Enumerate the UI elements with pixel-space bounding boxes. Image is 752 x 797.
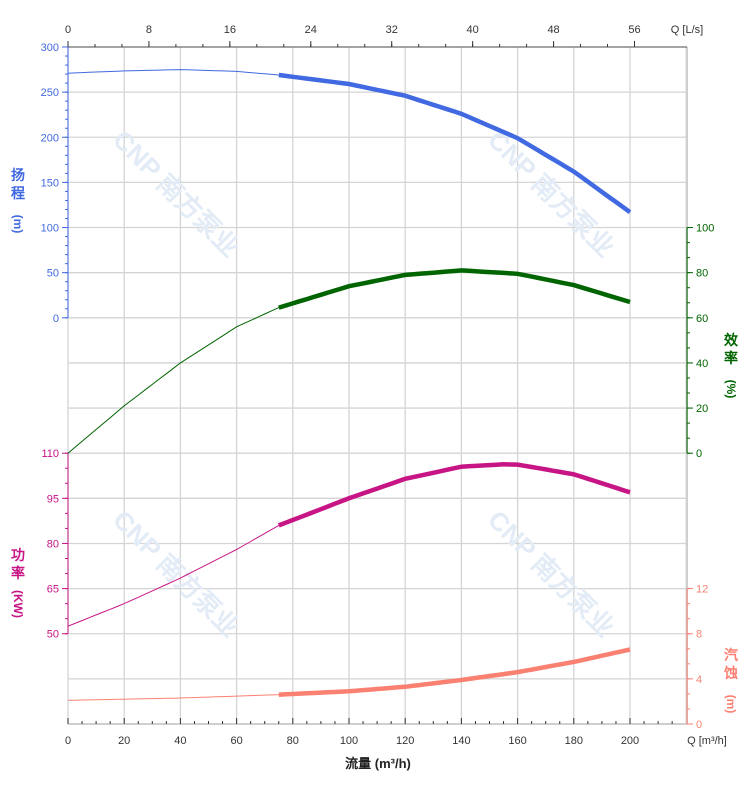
head-tick-label: 50 [47,268,59,280]
top-tick-label: 16 [224,24,236,36]
x-tick-label: 120 [396,735,414,747]
npsh-axis-unit: (m) [724,695,738,714]
top-tick-label: 48 [547,24,559,36]
power-axis-unit: (KW) [11,590,25,618]
x-tick-label: 0 [65,735,71,747]
x-tick-label: 160 [508,735,526,747]
top-tick-label: 24 [305,24,317,36]
watermark-logo: CNP 南方泵业 [107,504,245,642]
top-tick-label: 8 [146,24,152,36]
top-tick-label: 40 [467,24,479,36]
head-axis-unit: (m) [11,215,25,234]
npsh-curve-operating [278,647,631,697]
efficiency-tick-label: 100 [696,223,714,235]
efficiency-tick-label: 40 [696,358,708,370]
top-tick-label: 0 [65,24,71,36]
npsh-tick-label: 0 [696,719,702,731]
efficiency-curve-operating [278,268,631,310]
top-unit-label: Q [L/s] [671,24,703,36]
head-tick-label: 150 [41,177,59,189]
x-tick-label: 200 [621,735,639,747]
efficiency-axis-unit: (%) [724,380,738,399]
x-tick-label: 180 [565,735,583,747]
power-tick-label: 95 [47,493,59,505]
head-axis-title-char: 程 [11,185,25,201]
power-tick-label: 80 [47,538,59,550]
head-tick-label: 300 [41,42,59,54]
power-curve-operating [277,462,631,528]
npsh-axis-title-char: 蚀 [723,665,738,681]
power-axis-title-char: 率 [11,565,25,581]
npsh-tick-label: 8 [696,629,702,641]
x-tick-label: 60 [230,735,242,747]
head-tick-label: 0 [53,313,59,325]
head-tick-label: 200 [41,132,59,144]
power-tick-label: 110 [41,448,59,460]
efficiency-curve-thin [67,307,280,454]
head-tick-label: 100 [41,223,59,235]
power-tick-label: 50 [47,629,59,641]
efficiency-axis-title-char: 效 [724,332,739,348]
head-tick-label: 250 [41,87,59,99]
npsh-axis-title-char: 汽 [724,647,738,663]
efficiency-tick-label: 60 [696,313,708,325]
head-curve-operating [278,72,632,215]
efficiency-tick-label: 80 [696,268,708,280]
power-tick-label: 65 [47,584,59,596]
top-tick-label: 56 [628,24,640,36]
power-axis-title-char: 功 [11,547,25,563]
x-axis-title: 流量 (m³/h) [345,756,411,771]
x-unit-label: Q [m³/h] [687,735,727,747]
watermark-logo: CNP 南方泵业 [482,504,620,642]
power-curve-thin [67,524,280,627]
efficiency-tick-label: 0 [696,448,702,460]
x-tick-label: 140 [452,735,470,747]
top-tick-label: 32 [386,24,398,36]
npsh-curve-thin [67,694,279,701]
x-tick-label: 100 [340,735,358,747]
x-tick-label: 20 [118,735,130,747]
x-tick-label: 80 [287,735,299,747]
head-curve-thin [67,69,279,76]
efficiency-tick-label: 20 [696,403,708,415]
npsh-tick-label: 12 [696,584,708,596]
watermark-logo: CNP 南方泵业 [482,124,620,262]
x-tick-label: 40 [174,735,186,747]
npsh-tick-label: 4 [696,674,702,686]
watermark-logo: CNP 南方泵业 [107,124,245,262]
head-axis-title-char: 扬 [11,167,25,183]
efficiency-axis-title-char: 率 [724,350,738,366]
